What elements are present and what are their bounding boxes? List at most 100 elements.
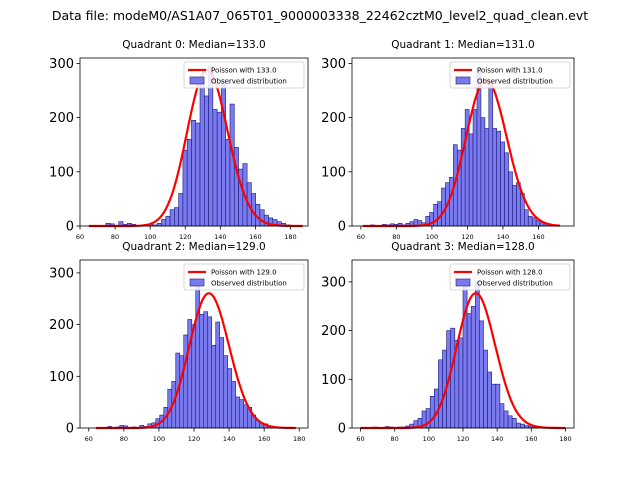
histogram-bar — [441, 187, 446, 227]
legend-bar-swatch — [189, 76, 205, 85]
legend: Poisson with 129.0 Observed distribution — [183, 263, 305, 291]
legend-bar-swatch — [455, 76, 471, 85]
panel-title: Quadrant 1: Median=131.0 — [391, 39, 534, 51]
quadrant-panel-3: Quadrant 3: Median=128.0 60 80 100 120 140 160… — [321, 241, 575, 443]
histogram-bar — [488, 82, 494, 227]
x-tick-label: 120 — [188, 435, 200, 443]
histogram-bar — [156, 222, 162, 227]
histogram-bar — [195, 122, 201, 227]
legend-label-poisson: Poisson with 131.0 — [477, 67, 543, 75]
histogram-bar — [208, 65, 214, 227]
axes-frame — [79, 57, 309, 227]
legend-bar-swatch — [189, 278, 205, 287]
histogram-bar — [500, 141, 505, 227]
histogram-bar — [231, 381, 237, 429]
y-tick-label: 200 — [321, 111, 346, 126]
histogram-bar — [474, 281, 480, 429]
x-tick-label: 140 — [223, 435, 235, 443]
histogram-bar — [480, 117, 486, 227]
legend-label-poisson: Poisson with 133.0 — [211, 67, 277, 75]
y-tick-label: 100 — [49, 370, 74, 385]
x-tick-label: 80 — [391, 435, 399, 443]
histogram-bar — [438, 359, 443, 429]
figure-title: Data file: modeM0/AS1A07_065T01_90000033… — [52, 8, 588, 23]
panel-title: Quadrant 3: Median=128.0 — [391, 241, 534, 253]
histogram-bar — [183, 334, 189, 429]
histogram-bar — [178, 193, 184, 227]
legend-box — [183, 61, 305, 89]
histogram-bar — [229, 103, 235, 227]
y-tick-label: 100 — [321, 165, 346, 180]
legend-label-observed: Observed distribution — [211, 78, 287, 86]
histogram-bar — [437, 201, 442, 227]
x-tick-label: 100 — [153, 435, 165, 443]
histogram-bar — [191, 120, 197, 227]
legend-label-observed: Observed distribution — [211, 280, 287, 288]
histogram-bar — [215, 321, 221, 429]
y-tick-label: 300 — [49, 57, 74, 72]
x-tick-label: 160 — [532, 233, 544, 241]
x-tick-label: 140 — [497, 233, 509, 241]
legend: Poisson with 133.0 Observed distribution — [183, 61, 305, 89]
axes-frame — [351, 57, 575, 227]
y-tick-label: 200 — [49, 111, 74, 126]
x-tick-label: 80 — [120, 435, 128, 443]
x-tick-label: 80 — [111, 233, 119, 241]
legend-bar-swatch — [455, 278, 471, 287]
histogram-bar — [466, 313, 472, 429]
histogram-bar — [161, 219, 167, 227]
x-tick-label: 60 — [85, 435, 93, 443]
histogram-bar — [179, 355, 185, 429]
histogram-bar — [479, 320, 484, 429]
y-tick-label: 0 — [338, 220, 346, 235]
x-tick-label: 140 — [491, 435, 503, 443]
histogram-bar — [462, 281, 468, 429]
histogram-bar — [531, 217, 537, 227]
histogram-bar — [239, 399, 245, 429]
y-tick-label: 200 — [321, 324, 346, 339]
histogram-bar — [243, 404, 249, 429]
x-tick-label: 160 — [525, 435, 537, 443]
histogram-bar — [507, 415, 513, 429]
histogram-bar — [484, 128, 490, 227]
observed-bars — [364, 281, 562, 429]
quadrant-panel-1: Quadrant 1: Median=131.0 60 80 100 120 140 160… — [321, 39, 575, 241]
panel-title: Quadrant 2: Median=129.0 — [122, 241, 265, 253]
histogram-bar — [221, 79, 227, 227]
histogram-bar — [495, 383, 501, 429]
histogram-bar — [449, 176, 454, 227]
histogram-bar — [207, 316, 213, 429]
histogram-bar — [496, 130, 501, 227]
histogram-bar — [174, 207, 179, 227]
histogram-bar — [491, 383, 497, 429]
x-tick-label: 160 — [258, 435, 270, 443]
histogram-bar — [204, 95, 209, 227]
histogram-bar — [227, 368, 233, 429]
histogram-bar — [520, 423, 525, 429]
y-tick-label: 0 — [66, 422, 74, 437]
y-tick-label: 200 — [49, 318, 74, 333]
legend-box — [449, 61, 571, 89]
histogram-bar — [203, 311, 209, 429]
y-tick-label: 300 — [321, 57, 346, 72]
histogram-bar — [503, 410, 509, 429]
histogram-bar — [499, 403, 505, 429]
x-tick-label: 180 — [293, 435, 305, 443]
histogram-bar — [470, 305, 476, 429]
histogram-bar — [527, 215, 533, 227]
quadrant-panel-0: Quadrant 0: Median=133.0 60 80 100 120 140 160… — [49, 39, 309, 241]
legend-label-observed: Observed distribution — [477, 280, 553, 288]
histogram-bar — [450, 327, 456, 429]
histogram-bar — [199, 76, 205, 227]
histogram-bar — [225, 138, 231, 227]
x-tick-label: 160 — [249, 233, 261, 241]
legend: Poisson with 131.0 Observed distribution — [449, 61, 571, 89]
histogram-bar — [165, 215, 171, 227]
y-tick-label: 100 — [49, 165, 74, 180]
histogram-bar — [468, 133, 474, 227]
histogram-bar — [212, 109, 218, 227]
histogram-bar — [508, 171, 513, 227]
quadrant-panel-2: Quadrant 2: Median=129.0 60 80 100 120 140 160… — [49, 241, 309, 443]
histogram-bar — [195, 282, 201, 429]
legend-box — [183, 263, 305, 291]
